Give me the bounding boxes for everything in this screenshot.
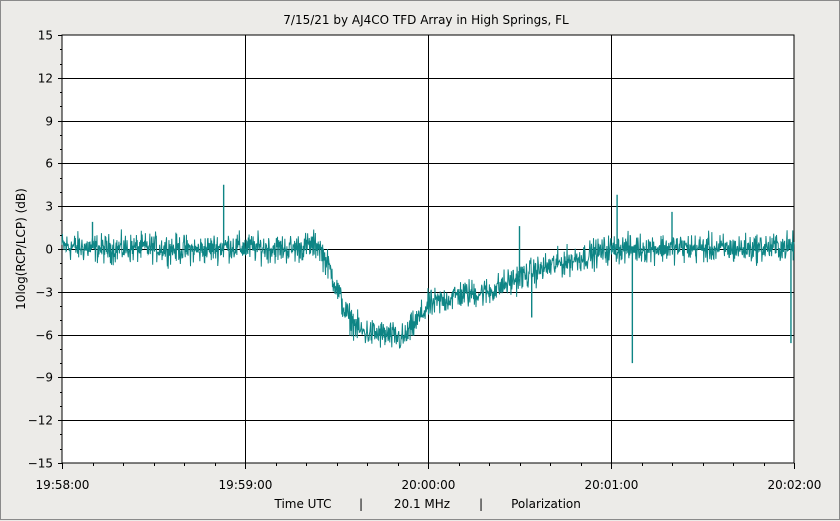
x-axis-label-part: 20.1 MHz bbox=[394, 497, 450, 511]
x-tick-label: 20:01:00 bbox=[585, 478, 639, 492]
y-tick-label: 0 bbox=[45, 243, 53, 257]
y-tick-label: −12 bbox=[28, 414, 53, 428]
y-tick-label: 6 bbox=[45, 157, 53, 171]
x-tick-label: 20:02:00 bbox=[768, 478, 822, 492]
y-tick-label: −6 bbox=[35, 329, 53, 343]
x-tick-label: 19:59:00 bbox=[219, 478, 273, 492]
y-tick-label: −15 bbox=[28, 457, 53, 471]
x-axis-label-part: Polarization bbox=[511, 497, 581, 511]
y-tick-label: −3 bbox=[35, 286, 53, 300]
y-axis-label: 10log(RCP/LCP) (dB) bbox=[14, 188, 28, 310]
y-tick-label: 12 bbox=[38, 72, 53, 86]
y-tick-label: 9 bbox=[45, 115, 53, 129]
y-tick-label: 3 bbox=[45, 200, 53, 214]
y-tick-label: 15 bbox=[38, 29, 53, 43]
chart-title: 7/15/21 by AJ4CO TFD Array in High Sprin… bbox=[283, 13, 569, 27]
x-tick-label: 19:58:00 bbox=[36, 478, 90, 492]
x-axis-label-part: | bbox=[359, 497, 363, 511]
x-tick-label: 20:00:00 bbox=[402, 478, 456, 492]
x-axis-label-part: | bbox=[479, 497, 483, 511]
y-tick-label: −9 bbox=[35, 371, 53, 385]
x-axis-label-part: Time UTC bbox=[274, 497, 332, 511]
series-spikes bbox=[91, 184, 792, 364]
